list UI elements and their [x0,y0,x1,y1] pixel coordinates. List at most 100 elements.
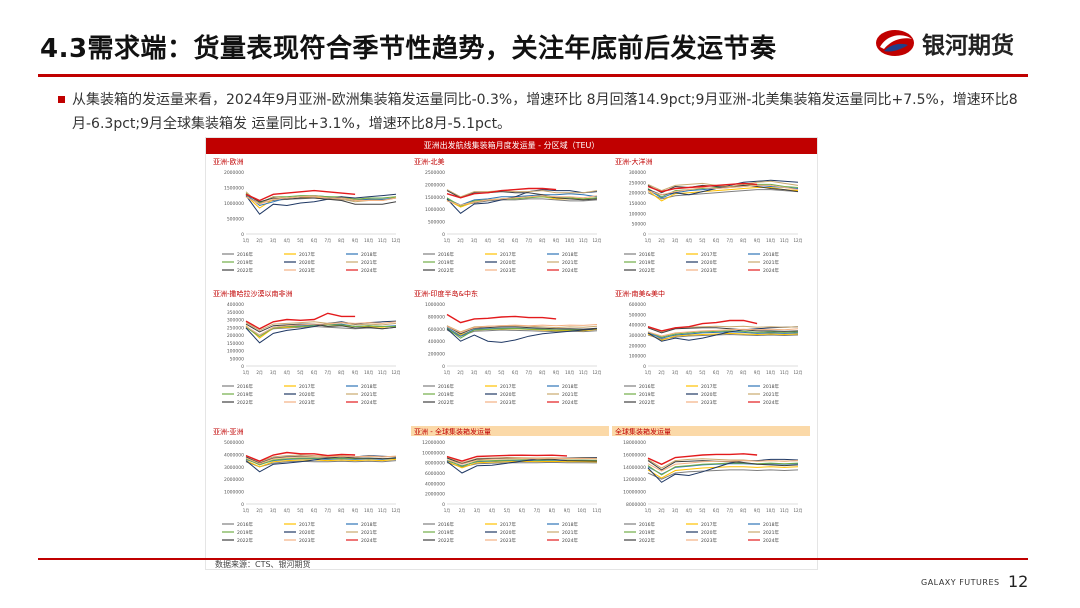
x-tick-label: 7月 [534,508,541,513]
y-tick-label: 0 [643,364,646,370]
legend-label: 2016年 [639,251,655,258]
y-tick-label: 14000000 [623,465,646,471]
y-tick-label: 100000 [629,211,646,217]
x-tick-label: 2月 [457,238,464,243]
series-line-2024年 [446,313,557,324]
x-tick-label: 1月 [444,238,451,243]
legend-label: 2024年 [562,399,578,406]
y-tick-label: 6000000 [425,471,445,477]
legend-label: 2016年 [639,383,655,390]
legend-label: 2017年 [299,521,315,528]
x-tick-label: 5月 [297,370,304,375]
chart-global: 全球集装箱发运量 18000000 16000000 14000000 12000000… [612,426,810,556]
x-tick-label: 12月 [391,508,400,513]
x-tick-label: 9月 [352,508,359,513]
x-tick-label: 10月 [577,508,586,513]
x-tick-label: 11月 [378,238,387,243]
y-tick-label: 1000000 [224,490,244,496]
legend-label: 2017年 [500,383,516,390]
x-tick-label: 12月 [592,370,601,375]
x-tick-label: 10月 [766,370,775,375]
legend-label: 2024年 [763,399,779,406]
y-tick-label: 100000 [227,349,244,355]
x-tick-label: 11月 [579,370,588,375]
y-tick-label: 10000000 [422,450,445,456]
legend-label: 2021年 [361,259,377,266]
x-tick-label: 8月 [740,370,747,375]
series-line-2020年 [647,458,799,483]
y-tick-label: 0 [442,502,445,508]
x-tick-label: 4月 [284,370,291,375]
x-tick-label: 1月 [243,508,250,513]
x-tick-label: 10月 [364,508,373,513]
series-line-2022年 [446,190,598,201]
data-source: 数据来源：CTS、银河期货 [215,560,311,569]
x-tick-label: 7月 [727,508,734,513]
series-line-2024年 [647,319,758,332]
panel-header [206,138,817,154]
legend-label: 2020年 [701,391,717,398]
galaxy-logo-icon [876,30,914,56]
legend-label: 2019年 [639,529,655,536]
chart-title: 亚洲-撒哈拉沙漠以南非洲 [213,289,293,298]
y-tick-label: 300000 [629,333,646,339]
series-line-2019年 [647,462,799,476]
y-tick-label: 300000 [629,170,646,176]
legend-label: 2016年 [237,251,253,258]
y-tick-label: 1500000 [425,195,445,201]
x-tick-label: 5月 [498,238,505,243]
y-tick-label: 600000 [629,302,646,308]
x-tick-label: 5月 [504,508,511,513]
x-tick-label: 4月 [284,238,291,243]
legend-label: 2017年 [701,251,717,258]
x-tick-label: 12月 [391,370,400,375]
series-line-2023年 [446,457,598,465]
series-line-2024年 [245,451,356,462]
series-line-2021年 [446,325,598,333]
footer-brand: GALAXY FUTURES [921,578,1000,587]
series-line-2024年 [647,453,758,466]
series-line-2023年 [245,196,397,205]
x-tick-label: 11月 [579,238,588,243]
y-tick-label: 150000 [629,201,646,207]
x-tick-label: 6月 [519,508,526,513]
chart-svg: 亚洲-印度半岛&中东 1000000 800000 600000 400000 20000… [411,288,609,406]
legend-label: 2021年 [562,529,578,536]
legend-label: 2022年 [237,267,253,274]
y-tick-label: 0 [643,232,646,238]
series-line-2023年 [446,324,598,334]
series-line-2018年 [647,331,799,339]
y-tick-label: 200000 [629,191,646,197]
legend-label: 2016年 [237,383,253,390]
legend-label: 2016年 [438,251,454,258]
legend-label: 2016年 [438,383,454,390]
y-tick-label: 12000000 [623,477,646,483]
x-tick-label: 12月 [793,508,802,513]
legend-label: 2019年 [237,391,253,398]
chart-asia-oceania: 亚洲-大洋洲 300000 250000 200000 150000 100000 5000… [612,156,810,286]
x-tick-label: 11月 [780,238,789,243]
y-tick-label: 4000000 [224,452,244,458]
y-tick-label: 3000000 [224,465,244,471]
legend-label: 2023年 [500,537,516,544]
y-tick-label: 400000 [227,302,244,308]
legend-label: 2019年 [438,529,454,536]
chart-asia-sub-saharan-africa: 亚洲-撒哈拉沙漠以南非洲 400000 350000 300000 250000 2000… [210,288,408,418]
x-tick-label: 4月 [485,370,492,375]
x-tick-label: 3月 [672,508,679,513]
x-tick-label: 8月 [539,370,546,375]
x-tick-label: 4月 [284,508,291,513]
legend-label: 2018年 [361,251,377,258]
x-tick-label: 9月 [754,238,761,243]
x-tick-label: 10月 [766,508,775,513]
y-tick-label: 0 [241,232,244,238]
series-line-2016年 [647,469,799,480]
x-tick-label: 2月 [457,370,464,375]
x-tick-label: 8月 [539,238,546,243]
series-line-2021年 [245,321,397,331]
legend-label: 2021年 [562,259,578,266]
x-tick-label: 10月 [565,238,574,243]
y-tick-label: 250000 [629,180,646,186]
series-line-2016年 [446,461,598,468]
chart-asia-global: 亚洲 - 全球集装箱发运量 12000000 10000000 8000000 6000… [411,426,609,556]
